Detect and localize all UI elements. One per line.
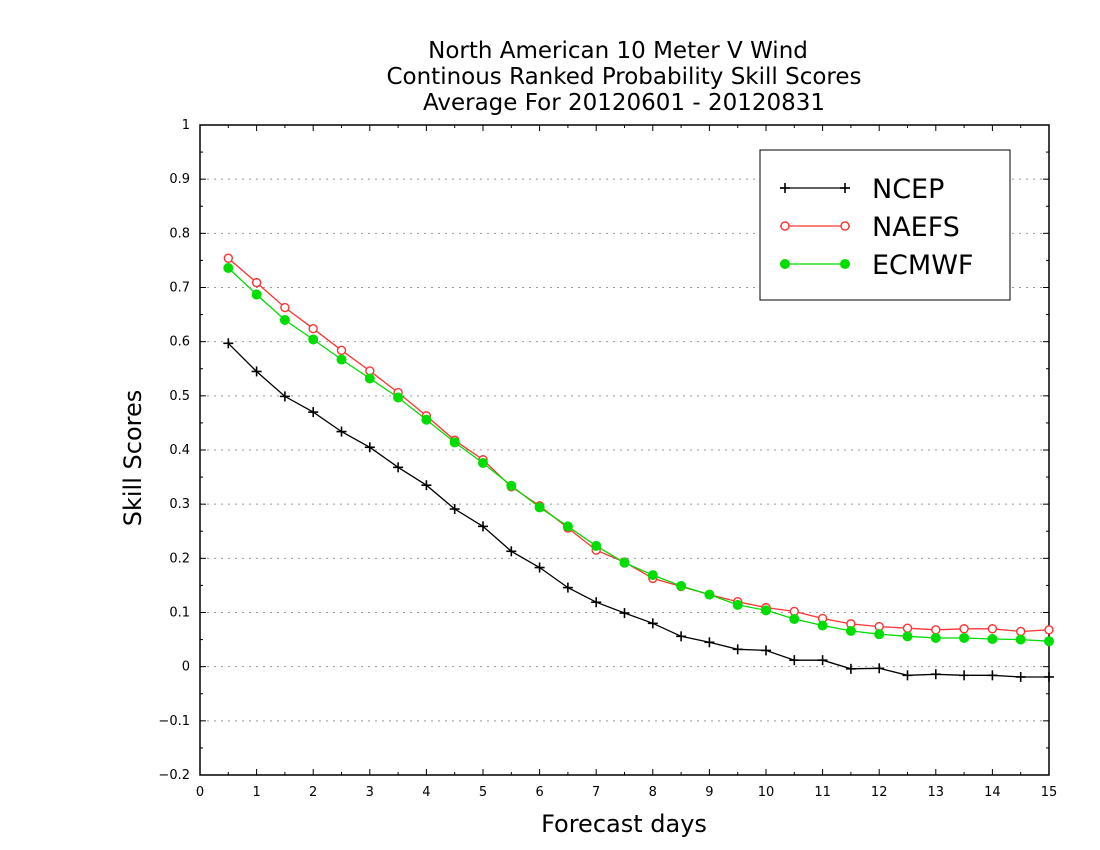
x-tick-label: 5 — [479, 785, 487, 800]
data-point — [676, 580, 687, 591]
series-line — [227, 342, 1049, 678]
data-point — [251, 289, 262, 300]
x-tick-label: 6 — [535, 785, 543, 800]
legend-label: NAEFS — [872, 212, 960, 243]
chart-title-line-2: Continous Ranked Probability Skill Score… — [386, 64, 861, 90]
y-tick-label: 0.3 — [169, 497, 190, 512]
series-line — [227, 267, 1050, 642]
data-point — [393, 392, 404, 403]
data-point — [1044, 636, 1054, 647]
legend: NCEP NAEFS ECMWF — [759, 149, 1011, 301]
y-axis-label: Skill Scores — [119, 390, 147, 527]
y-tick-label: 0.5 — [169, 389, 190, 404]
data-point — [902, 631, 913, 642]
x-tick-label: 2 — [309, 785, 317, 800]
legend-marker — [840, 259, 850, 269]
data-point — [308, 334, 319, 345]
gridlines — [200, 178, 1049, 722]
data-point — [1044, 625, 1054, 635]
y-tick-label: −0.1 — [158, 714, 190, 729]
data-point — [449, 437, 460, 448]
data-point — [336, 354, 347, 365]
data-point — [647, 570, 658, 581]
data-point — [704, 589, 715, 600]
y-tick-label: 0.2 — [169, 551, 190, 566]
y-tick-label: 0.6 — [169, 335, 190, 350]
series-line — [227, 257, 1050, 633]
chart-title-line-3: Average For 20120601 - 20120831 — [423, 90, 825, 116]
chart-title: North American 10 Meter V Wind Continous… — [386, 38, 861, 116]
data-point — [817, 620, 828, 631]
data-point — [591, 540, 602, 551]
data-point — [280, 302, 290, 313]
legend-marker — [780, 259, 790, 269]
series-ecmwf — [223, 263, 1054, 647]
x-tick-label: 11 — [814, 785, 831, 800]
x-tick-label: 4 — [422, 785, 430, 800]
data-point — [845, 625, 856, 636]
data-point — [1015, 634, 1026, 645]
series-ncep — [223, 338, 1054, 682]
x-tick-label: 7 — [592, 785, 600, 800]
data-point — [930, 632, 941, 643]
chart-title-line-1: North American 10 Meter V Wind — [428, 38, 808, 64]
data-point — [732, 599, 743, 610]
legend-entry-naefs: NAEFS — [780, 212, 960, 243]
data-point — [534, 502, 545, 513]
x-tick-label: 3 — [366, 785, 374, 800]
data-point — [959, 624, 969, 634]
x-tick-label: 12 — [871, 785, 888, 800]
x-tick-label: 1 — [252, 785, 260, 800]
data-point — [308, 323, 318, 334]
y-tick-label: 0.4 — [169, 443, 190, 458]
legend-marker — [780, 221, 790, 231]
legend-label: ECMWF — [872, 250, 973, 281]
y-tick-label: 0.9 — [169, 172, 190, 187]
data-point — [761, 605, 771, 616]
data-point — [506, 480, 517, 491]
data-point — [336, 345, 347, 356]
legend-entry-ncep: NCEP — [780, 174, 944, 205]
data-point — [987, 634, 998, 645]
axis-ticks: −0.2−0.100.10.20.30.40.50.60.70.80.910 1 2… — [158, 118, 1057, 800]
legend-marker — [840, 221, 850, 231]
legend-box — [759, 149, 1011, 301]
y-tick-label: 0.1 — [169, 606, 190, 621]
data-point — [223, 263, 234, 273]
data-point — [421, 414, 432, 425]
data-point — [223, 253, 234, 263]
y-tick-label: 1 — [182, 118, 190, 133]
x-tick-label: 13 — [928, 785, 945, 800]
y-tick-label: −0.2 — [158, 768, 190, 783]
legend-label: NCEP — [872, 174, 944, 205]
data-point — [279, 315, 290, 325]
y-tick-label: 0.8 — [169, 226, 190, 241]
x-tick-label: 14 — [984, 785, 1001, 800]
y-tick-label: 0.7 — [169, 281, 190, 296]
data-point — [987, 624, 998, 634]
y-tick-label: 0 — [182, 660, 190, 675]
x-tick-label: 9 — [705, 785, 713, 800]
series-naefs — [223, 253, 1054, 637]
data-point — [478, 458, 488, 468]
x-tick-label: 15 — [1041, 785, 1058, 800]
data-point — [902, 623, 913, 633]
x-tick-label: 8 — [649, 785, 657, 800]
data-point — [1016, 626, 1026, 637]
data-point — [874, 629, 885, 640]
data-point — [251, 277, 262, 288]
data-point — [364, 373, 375, 384]
x-tick-label: 10 — [758, 785, 775, 800]
data-series — [223, 253, 1054, 682]
data-point — [789, 614, 800, 624]
x-axis-label: Forecast days — [541, 810, 707, 838]
data-point — [619, 557, 630, 568]
x-tick-label: 0 — [196, 785, 204, 800]
data-point — [959, 632, 970, 643]
legend-entry-ecmwf: ECMWF — [780, 250, 973, 281]
data-point — [931, 625, 941, 635]
data-point — [562, 521, 573, 532]
